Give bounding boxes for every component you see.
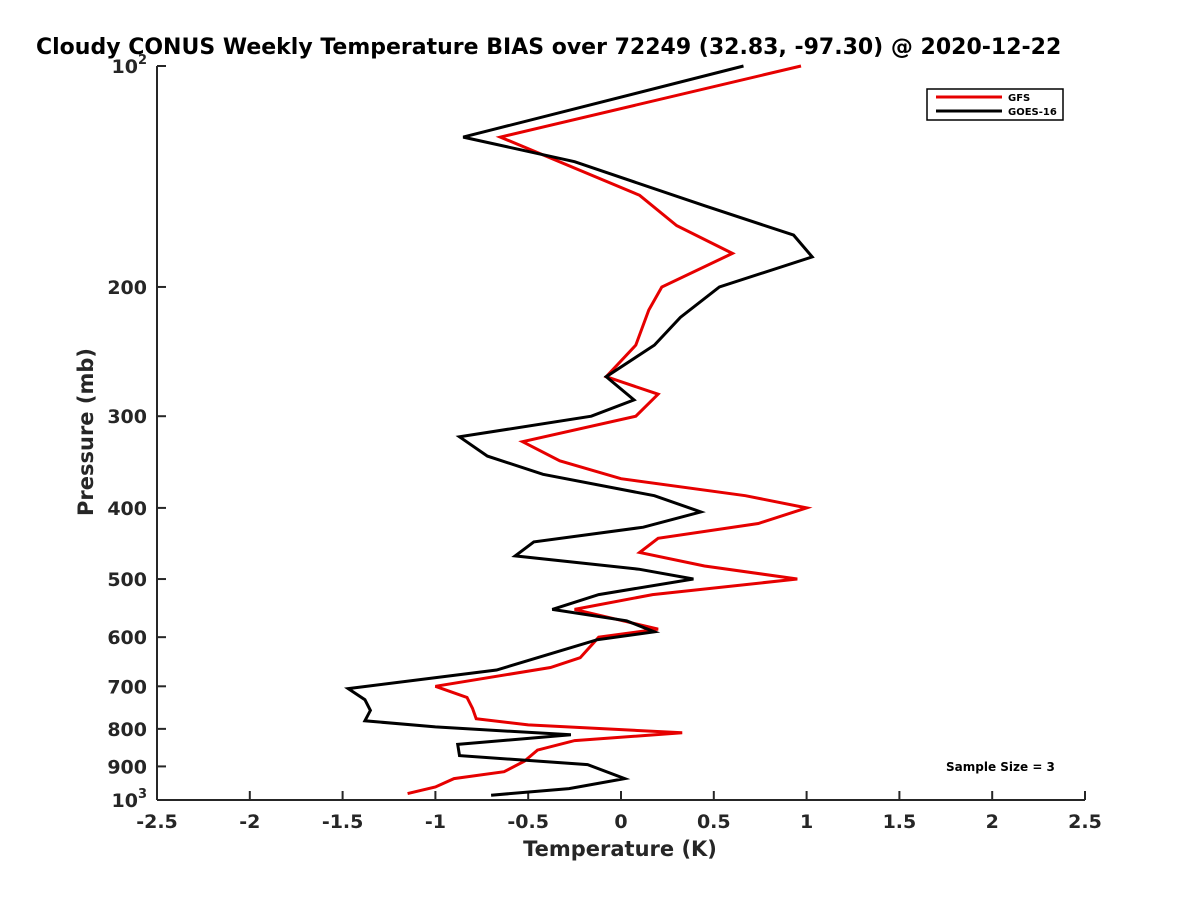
y-tick-label: 103 [112,787,148,812]
sample-size-annotation: Sample Size = 3 [946,760,1055,774]
legend-box [926,88,1064,121]
x-tick-label: -2.5 [136,811,178,833]
y-tick-label: 800 [107,719,147,741]
y-tick-label: 500 [107,569,147,591]
x-tick-label: 1 [800,811,813,833]
x-tick-label: -2 [239,811,260,833]
x-tick-label: 2 [986,811,999,833]
x-tick-label: -1 [425,811,446,833]
y-tick-label: 300 [107,406,147,428]
axes: -2.5 -2 -1.5 -1 -0.5 0 0.5 1 1.5 2 2.5 102 200 300 400… [107,53,1102,833]
x-tick-label: 1.5 [883,811,917,833]
x-tick-label: 0.5 [697,811,731,833]
legend-label: GOES-16 [1008,107,1057,118]
y-axis-label: Pressure (mb) [74,348,98,516]
y-tick-label: 102 [112,53,148,78]
legend: GFS GOES-16 [926,88,1064,121]
x-tick-label: 0 [614,811,627,833]
x-axis-label: Temperature (K) [523,837,717,861]
y-tick-label: 900 [107,756,147,778]
series-layer [344,64,815,797]
series-line-goes-16 [344,64,815,797]
x-tick-label: 2.5 [1068,811,1102,833]
legend-label: GFS [1008,93,1030,104]
y-tick-label: 600 [107,627,147,649]
y-tick-label: 700 [107,676,147,698]
y-tick-label: 400 [107,498,147,520]
series-line-gfs [407,64,813,796]
chart-title: Cloudy CONUS Weekly Temperature BIAS ove… [36,35,1061,60]
x-tick-label: -1.5 [322,811,364,833]
x-tick-label: -0.5 [507,811,549,833]
y-tick-label: 200 [107,277,147,299]
